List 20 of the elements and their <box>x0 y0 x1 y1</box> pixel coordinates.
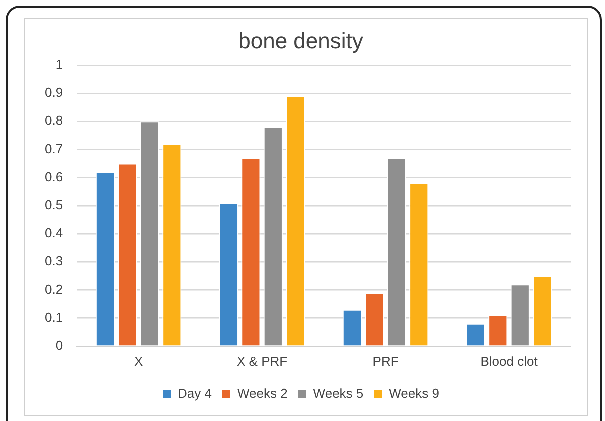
y-tick-label: 0.4 <box>44 226 64 241</box>
x-tick-label: Blood clot <box>480 354 538 369</box>
y-tick-label: 0 <box>56 338 64 353</box>
y-tick-label: 0.6 <box>44 169 64 184</box>
x-tick-label: X <box>134 354 144 369</box>
legend-label: Weeks 5 <box>313 386 364 402</box>
x-tick-label: PRF <box>372 354 399 369</box>
legend-label: Weeks 9 <box>389 386 440 402</box>
y-tick-label: 0.5 <box>44 197 64 212</box>
y-tick-label: 0.7 <box>44 141 64 156</box>
x-tick-label: X & PRF <box>237 354 288 369</box>
y-tick-label: 0.1 <box>44 310 64 325</box>
y-tick-label: 0.3 <box>44 254 64 269</box>
legend-label: Day 4 <box>178 386 212 402</box>
y-tick-label: 1 <box>56 56 64 72</box>
legend-label: Weeks 2 <box>237 386 288 402</box>
y-tick-label: 0.8 <box>44 113 64 128</box>
y-tick-label: 0.9 <box>44 85 64 100</box>
y-tick-label: 0.2 <box>44 282 64 297</box>
chart-title: bone density <box>238 28 364 54</box>
